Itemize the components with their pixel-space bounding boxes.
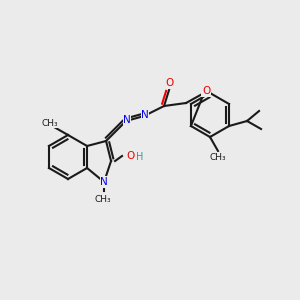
- Text: N: N: [141, 110, 149, 120]
- Text: CH₃: CH₃: [42, 118, 58, 127]
- Text: O: O: [126, 151, 134, 161]
- Text: N: N: [123, 115, 131, 125]
- Text: CH₃: CH₃: [95, 194, 111, 203]
- Text: O: O: [165, 78, 173, 88]
- Text: O: O: [202, 86, 210, 96]
- Text: N: N: [100, 177, 108, 187]
- Text: CH₃: CH₃: [210, 152, 226, 161]
- Text: H: H: [136, 152, 143, 162]
